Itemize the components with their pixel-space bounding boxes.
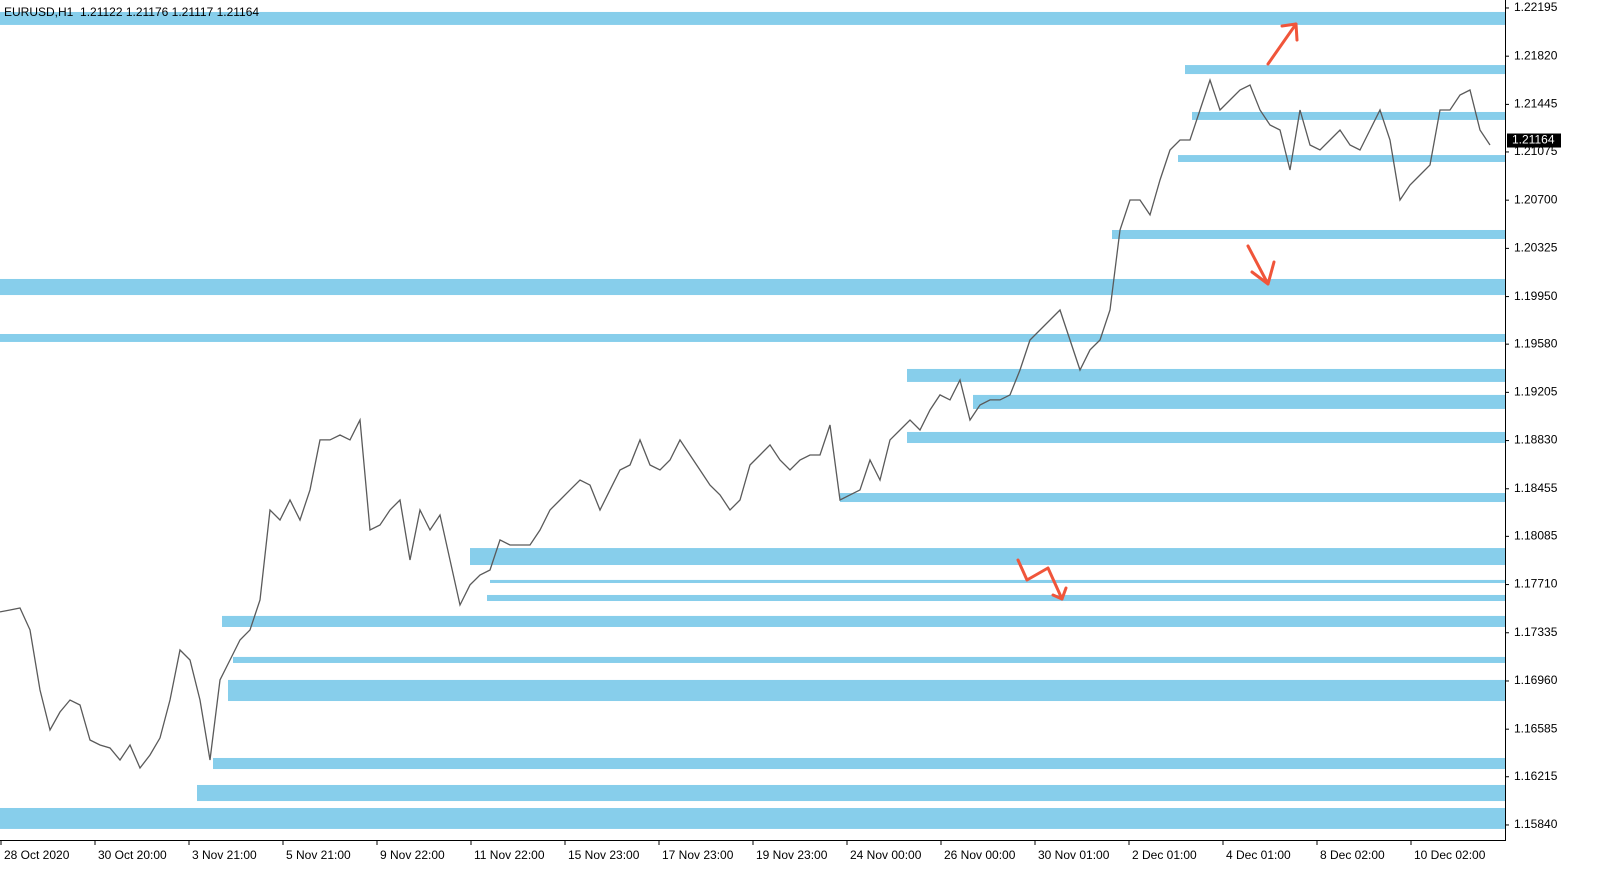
zone (233, 656, 1505, 663)
y-tick-label: 1.16215 (1514, 769, 1558, 783)
zone (222, 615, 1505, 627)
price-line (0, 77, 1491, 770)
zone (973, 394, 1505, 409)
x-tick-label: 2 Dec 01:00 (1132, 848, 1197, 862)
x-tick-label: 11 Nov 22:00 (474, 848, 545, 862)
y-tick-label: 1.16585 (1514, 721, 1558, 735)
y-tick-label: 1.19950 (1514, 289, 1558, 303)
x-tick-label: 30 Nov 01:00 (1038, 848, 1110, 862)
zone (0, 11, 1505, 25)
x-tick-label: 17 Nov 23:00 (662, 848, 734, 862)
last-price-box (1507, 133, 1561, 148)
zone (470, 548, 1505, 566)
x-tick-label: 30 Oct 20:00 (98, 848, 167, 862)
y-tick-label: 1.18455 (1514, 481, 1558, 495)
axes: 1.22195 1.21820 1.21445 1.21075 1.20700 1.203… (0, 0, 1561, 862)
y-tick-label: 1.15840 (1514, 817, 1558, 831)
y-tick-label: 1.17710 (1514, 577, 1558, 591)
zone (0, 333, 1505, 342)
y-tick-label: 1.18830 (1514, 433, 1558, 447)
zone (1112, 229, 1505, 239)
x-tick-label: 4 Dec 01:00 (1226, 848, 1291, 862)
x-tick-label: 24 Nov 00:00 (850, 848, 922, 862)
x-tick-label: 26 Nov 00:00 (944, 848, 1016, 862)
zone (1178, 155, 1505, 162)
arrow-zigzag (1016, 558, 1068, 601)
zone (1185, 65, 1505, 75)
arrow-down (1246, 244, 1276, 286)
y-tick-label: 1.21820 (1514, 48, 1558, 62)
zones (0, 11, 1505, 829)
x-tick-label: 19 Nov 23:00 (756, 848, 828, 862)
arrow-up (1266, 22, 1299, 66)
y-tick-label: 1.18085 (1514, 529, 1558, 543)
zone (840, 493, 1505, 503)
x-tick-label: 8 Dec 02:00 (1320, 848, 1385, 862)
x-tick-label: 10 Dec 02:00 (1414, 848, 1486, 862)
zone (197, 784, 1505, 802)
x-tick-label: 9 Nov 22:00 (380, 848, 445, 862)
y-tick-label: 1.16960 (1514, 673, 1558, 687)
x-tick-label: 15 Nov 23:00 (568, 848, 640, 862)
zone (1192, 111, 1505, 120)
y-tick-label: 1.21075 (1514, 144, 1558, 158)
zone (0, 807, 1505, 829)
x-tick-label: 3 Nov 21:00 (192, 848, 257, 862)
y-tick-label: 1.19205 (1514, 385, 1558, 399)
chart-title: EURUSD,H1 1.21122 1.21176 1.21117 1.2116… (4, 5, 259, 19)
zone (907, 431, 1505, 444)
y-tick-label: 1.22195 (1514, 0, 1558, 14)
y-tick-label: 1.21445 (1514, 97, 1558, 111)
zone (907, 368, 1505, 382)
zone (213, 757, 1505, 770)
x-tick-label: 5 Nov 21:00 (286, 848, 351, 862)
y-tick-label: 1.19580 (1514, 336, 1558, 350)
series (0, 77, 1491, 770)
zone (0, 278, 1505, 296)
last-price-label: 1.21164 (1512, 133, 1555, 147)
zone (228, 679, 1505, 702)
y-tick-label: 1.17335 (1514, 625, 1558, 639)
zone (490, 579, 1505, 584)
annotation-arrows (1016, 22, 1299, 601)
x-tick-label: 28 Oct 2020 (4, 848, 70, 862)
y-tick-label: 1.20325 (1514, 241, 1558, 255)
y-tick-label: 1.20700 (1514, 192, 1558, 206)
zone (487, 594, 1505, 602)
